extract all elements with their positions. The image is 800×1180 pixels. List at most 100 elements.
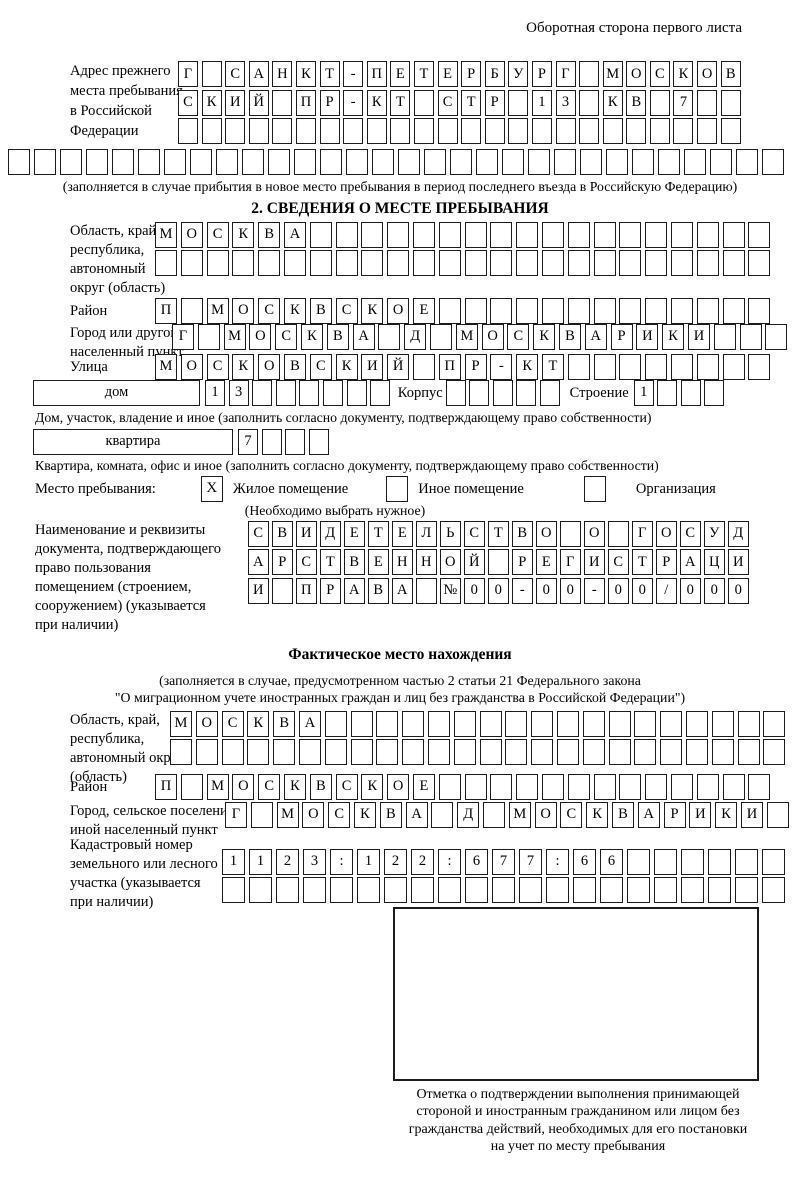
char-cell[interactable]	[619, 221, 642, 248]
char-cell[interactable]: С	[437, 89, 458, 116]
char-cell[interactable]: 0	[608, 577, 629, 604]
char-cell[interactable]: С	[649, 61, 670, 87]
char-cell[interactable]: С	[507, 323, 530, 350]
char-cell[interactable]	[60, 148, 82, 175]
char-cell[interactable]	[242, 148, 264, 175]
char-cell[interactable]: Т	[541, 353, 564, 380]
char-cell[interactable]: А	[248, 549, 269, 575]
char-cell[interactable]	[335, 250, 358, 276]
char-cell[interactable]	[366, 118, 387, 144]
char-cell[interactable]: 7	[238, 428, 258, 455]
char-cell[interactable]	[488, 549, 509, 575]
char-cell[interactable]	[272, 89, 293, 116]
char-cell[interactable]	[411, 877, 434, 903]
char-cell[interactable]	[402, 710, 425, 737]
char-cell[interactable]: И	[361, 353, 384, 380]
char-cell[interactable]	[748, 221, 771, 248]
char-cell[interactable]: А	[248, 61, 269, 87]
char-cell[interactable]: И	[296, 520, 317, 547]
char-cell[interactable]	[541, 773, 564, 800]
char-cell[interactable]: И	[740, 801, 763, 828]
char-cell[interactable]	[412, 250, 435, 276]
char-cell[interactable]: К	[232, 353, 255, 380]
char-cell[interactable]	[86, 148, 108, 175]
char-cell[interactable]: У	[704, 520, 725, 547]
char-cell[interactable]	[541, 221, 564, 248]
char-cell[interactable]	[252, 379, 273, 406]
char-cell[interactable]: -	[584, 577, 605, 604]
char-cell[interactable]	[720, 89, 741, 116]
char-cell[interactable]: С	[178, 89, 198, 116]
char-cell[interactable]: К	[232, 221, 255, 248]
char-cell[interactable]	[275, 379, 296, 406]
char-cell[interactable]: К	[673, 61, 694, 87]
char-cell[interactable]	[608, 739, 631, 765]
char-cell[interactable]: К	[662, 323, 685, 350]
char-cell[interactable]	[268, 148, 290, 175]
char-cell[interactable]	[412, 353, 435, 380]
char-cell[interactable]: Е	[536, 549, 557, 575]
char-cell[interactable]: 3	[228, 379, 249, 406]
char-cell[interactable]	[654, 848, 677, 875]
char-cell[interactable]	[528, 148, 550, 175]
char-cell[interactable]: И	[584, 549, 605, 575]
char-cell[interactable]	[711, 739, 734, 765]
char-cell[interactable]: 0	[728, 577, 749, 604]
char-cell[interactable]	[762, 877, 785, 903]
char-cell[interactable]	[748, 297, 771, 324]
char-cell[interactable]: П	[155, 773, 177, 800]
char-cell[interactable]: С	[560, 801, 583, 828]
char-cell[interactable]	[658, 148, 680, 175]
char-cell[interactable]	[437, 118, 458, 144]
char-cell[interactable]	[593, 353, 616, 380]
char-cell[interactable]: Т	[488, 520, 509, 547]
char-cell[interactable]: Р	[656, 549, 677, 575]
char-cell[interactable]: 1	[633, 379, 654, 406]
char-cell[interactable]	[541, 297, 564, 324]
char-cell[interactable]: И	[636, 323, 659, 350]
char-cell[interactable]	[384, 877, 407, 903]
char-cell[interactable]	[670, 250, 693, 276]
char-cell[interactable]: :	[330, 848, 353, 875]
char-cell[interactable]	[735, 848, 758, 875]
char-cell[interactable]: О	[656, 520, 677, 547]
char-cell[interactable]	[697, 118, 718, 144]
char-cell[interactable]	[427, 739, 450, 765]
char-cell[interactable]	[685, 710, 708, 737]
char-cell[interactable]	[735, 877, 758, 903]
char-cell[interactable]	[424, 148, 446, 175]
char-cell[interactable]: :	[546, 848, 569, 875]
char-cell[interactable]	[670, 297, 693, 324]
char-cell[interactable]	[180, 297, 203, 324]
char-cell[interactable]	[285, 428, 306, 455]
char-cell[interactable]: В	[344, 549, 365, 575]
char-cell[interactable]	[490, 297, 513, 324]
char-cell[interactable]	[272, 118, 293, 144]
char-cell[interactable]	[708, 877, 731, 903]
char-cell[interactable]	[370, 379, 391, 406]
char-cell[interactable]	[505, 710, 528, 737]
char-cell[interactable]	[593, 297, 616, 324]
char-cell[interactable]	[645, 297, 668, 324]
char-cell[interactable]: Е	[412, 773, 435, 800]
char-cell[interactable]: О	[387, 297, 410, 324]
char-cell[interactable]: К	[353, 801, 376, 828]
char-cell[interactable]	[567, 250, 590, 276]
char-cell[interactable]	[319, 118, 340, 144]
char-cell[interactable]: Р	[320, 577, 341, 604]
char-cell[interactable]	[573, 877, 596, 903]
char-cell[interactable]: М	[602, 61, 623, 87]
char-cell[interactable]: И	[728, 549, 749, 575]
char-cell[interactable]	[431, 801, 454, 828]
char-cell[interactable]	[248, 118, 269, 144]
char-cell[interactable]	[34, 148, 56, 175]
char-cell[interactable]	[276, 877, 299, 903]
char-cell[interactable]	[593, 773, 616, 800]
char-cell[interactable]	[309, 221, 332, 248]
char-cell[interactable]: О	[536, 520, 557, 547]
char-cell[interactable]: С	[258, 773, 281, 800]
char-cell[interactable]	[579, 61, 600, 87]
char-cell[interactable]: Д	[457, 801, 480, 828]
char-cell[interactable]	[556, 710, 579, 737]
checkbox-zhiloe-pomeshchenie[interactable]: X	[200, 475, 223, 502]
